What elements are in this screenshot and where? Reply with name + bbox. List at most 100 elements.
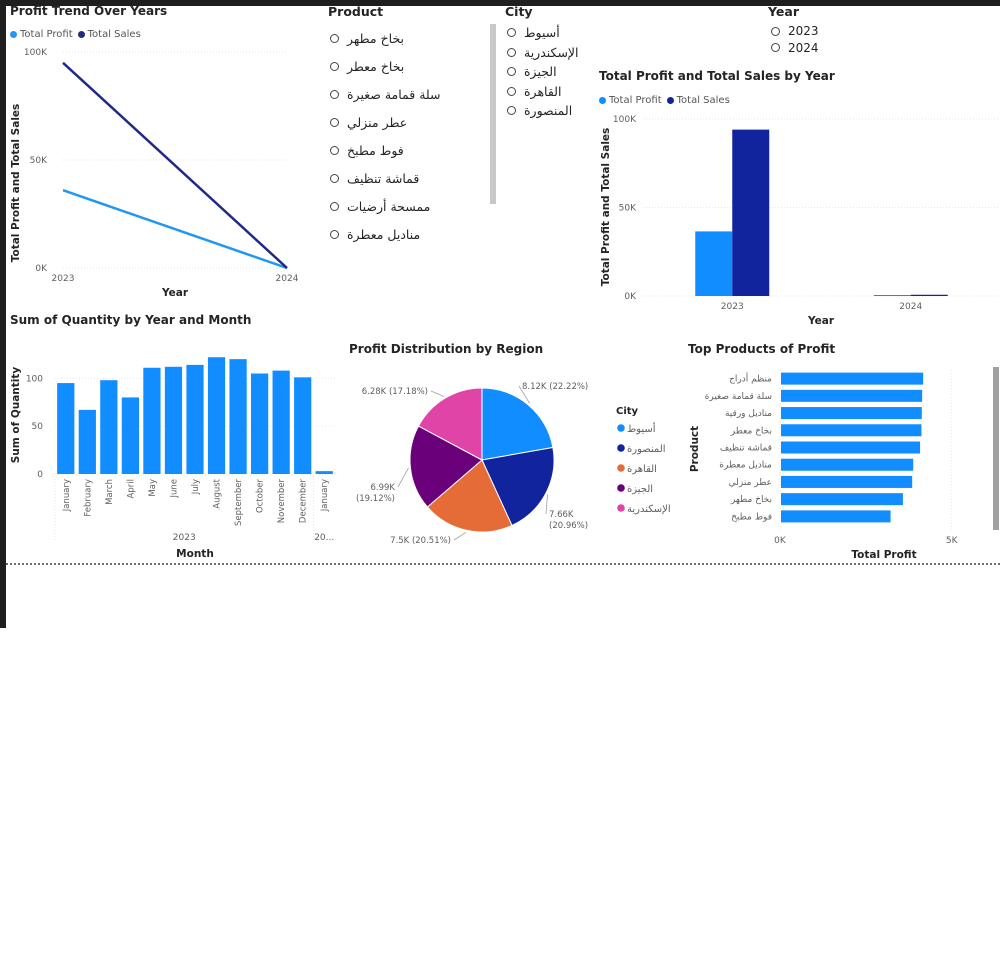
quantity-chart[interactable]: 0 50 100 January February March April May June J… <box>0 330 345 565</box>
legend-label-sales: Total Sales <box>87 29 141 40</box>
pie-legend-label[interactable]: الإسكندرية <box>627 504 671 515</box>
left-frame-bar <box>0 0 6 628</box>
quantity-bar[interactable] <box>272 370 290 474</box>
radio-button-icon[interactable] <box>330 33 339 43</box>
radio-button-icon[interactable] <box>507 106 516 116</box>
x-tick-label: 5K <box>946 536 959 546</box>
year-slicer-option[interactable]: 2023 <box>771 23 819 40</box>
radio-button-icon[interactable] <box>330 145 339 155</box>
month-tick-label: April <box>126 479 136 498</box>
year-slicer-option[interactable]: 2024 <box>771 40 819 57</box>
trend-chart[interactable]: 0K 50K 100K 2023 2024 Total Profit and Tota… <box>0 40 320 305</box>
pie-legend-label[interactable]: الجيزة <box>627 484 653 495</box>
pie-legend-label[interactable]: المنصورة <box>627 444 666 455</box>
product-slicer[interactable]: بخاخ مطهر بخاخ معطر سلة قمامة صغيرة عطر منز… <box>330 24 441 248</box>
bar-profit[interactable] <box>873 295 911 296</box>
city-slicer-option[interactable]: الإسكندرية <box>507 43 579 63</box>
bar-profit[interactable] <box>695 231 733 296</box>
city-slicer[interactable]: أسيوط الإسكندرية الجيزة القاهرة المنصورة <box>507 23 579 121</box>
pie-slice[interactable] <box>417 387 483 461</box>
quantity-bar[interactable] <box>78 409 96 474</box>
legend-dot <box>617 464 625 472</box>
radio-button-icon[interactable] <box>507 28 516 38</box>
city-slicer-option-label: القاهرة <box>524 83 562 99</box>
radio-button-icon[interactable] <box>507 86 516 96</box>
quantity-bar[interactable] <box>57 383 75 474</box>
pie-legend-label[interactable]: أسيوط <box>627 422 656 435</box>
pie-slice[interactable] <box>481 387 554 461</box>
city-slicer-option[interactable]: المنصورة <box>507 101 579 121</box>
radio-button-icon[interactable] <box>771 26 780 36</box>
byyear-chart[interactable]: 0K 50K 100K 2023 2024 Total Profit and Tota… <box>595 110 1000 330</box>
quantity-bar[interactable] <box>143 367 161 474</box>
byyear-chart-legend[interactable]: Total Profit Total Sales <box>599 95 735 106</box>
product-slicer-option-label: عطر منزلي <box>347 114 408 130</box>
pie-legend-label[interactable]: القاهرة <box>627 464 657 475</box>
x-tick-label: 0K <box>774 536 787 546</box>
city-slicer-scrollbar[interactable] <box>490 24 496 204</box>
product-slicer-option[interactable]: ممسحة أرضيات <box>330 192 441 220</box>
product-slicer-option[interactable]: بخاخ معطر <box>330 52 441 80</box>
radio-button-icon[interactable] <box>330 229 339 239</box>
product-profit-bar[interactable] <box>781 510 891 523</box>
pie-chart[interactable]: 8.12K (22.22%) 7.66K(20.96%) 7.5K (20.51%)… <box>340 365 685 560</box>
y-tick-label: 100 <box>26 374 43 384</box>
sales-trend-line[interactable] <box>62 61 288 269</box>
quantity-bar[interactable] <box>121 397 139 474</box>
x-tick-label: 2024 <box>899 302 922 312</box>
month-tick-label: October <box>256 479 266 514</box>
radio-button-icon[interactable] <box>771 43 780 53</box>
quantity-bar[interactable] <box>294 377 312 474</box>
city-slicer-option[interactable]: أسيوط <box>507 23 579 43</box>
quantity-bar[interactable] <box>100 380 118 474</box>
product-slicer-option[interactable]: بخاخ مطهر <box>330 24 441 52</box>
bar-sales[interactable] <box>732 129 770 296</box>
quantity-bar[interactable] <box>315 471 333 474</box>
quantity-bar[interactable] <box>186 364 204 474</box>
topproducts-chart[interactable]: منظم أدراج سلة قمامة صغيرة مناديل ورقية بخا… <box>685 362 991 562</box>
product-tick-label: فوط مطبخ <box>731 512 772 522</box>
radio-button-icon[interactable] <box>507 47 516 57</box>
radio-button-icon[interactable] <box>330 89 339 99</box>
quantity-bar[interactable] <box>251 373 269 475</box>
topproducts-scrollbar[interactable] <box>993 367 999 530</box>
product-profit-bar[interactable] <box>781 389 923 402</box>
quantity-bar[interactable] <box>164 366 183 474</box>
product-profit-bar[interactable] <box>781 493 903 506</box>
product-profit-bar[interactable] <box>781 424 922 437</box>
legend-dot <box>617 444 625 452</box>
canvas-boundary <box>6 563 1000 565</box>
city-slicer-option[interactable]: الجيزة <box>507 62 579 82</box>
radio-button-icon[interactable] <box>330 201 339 211</box>
radio-button-icon[interactable] <box>330 173 339 183</box>
product-profit-bar[interactable] <box>781 407 922 420</box>
quantity-bar[interactable] <box>229 359 247 474</box>
product-slicer-option[interactable]: عطر منزلي <box>330 108 441 136</box>
product-slicer-option[interactable]: قماشة تنظيف <box>330 164 441 192</box>
month-tick-label: June <box>169 479 179 499</box>
bar-sales[interactable] <box>910 294 948 296</box>
radio-button-icon[interactable] <box>330 61 339 71</box>
y-tick-label: 100K <box>24 48 48 58</box>
product-profit-bar[interactable] <box>781 475 913 488</box>
city-slicer-option[interactable]: القاهرة <box>507 82 579 102</box>
pie-chart-title: Profit Distribution by Region <box>349 342 544 356</box>
product-slicer-option[interactable]: مناديل معطرة <box>330 220 441 248</box>
product-slicer-option[interactable]: سلة قمامة صغيرة <box>330 80 441 108</box>
pie-slice[interactable] <box>426 459 513 533</box>
trend-chart-legend[interactable]: Total Profit Total Sales <box>10 29 146 40</box>
product-profit-bar[interactable] <box>781 458 914 471</box>
slice-data-label: 8.12K (22.22%) <box>522 382 588 392</box>
profit-trend-line[interactable] <box>62 189 288 270</box>
radio-button-icon[interactable] <box>330 117 339 127</box>
product-profit-bar[interactable] <box>781 441 921 454</box>
pie-slice[interactable] <box>409 425 483 508</box>
trend-x-axis-label: Year <box>161 287 189 299</box>
radio-button-icon[interactable] <box>507 67 516 77</box>
product-slicer-option[interactable]: فوط مطبخ <box>330 136 441 164</box>
quantity-bar[interactable] <box>207 357 226 474</box>
year-slicer-title: Year <box>768 4 799 19</box>
product-profit-bar[interactable] <box>781 372 924 385</box>
pie-slice[interactable] <box>481 446 555 527</box>
year-slicer[interactable]: 2023 2024 <box>771 23 819 56</box>
